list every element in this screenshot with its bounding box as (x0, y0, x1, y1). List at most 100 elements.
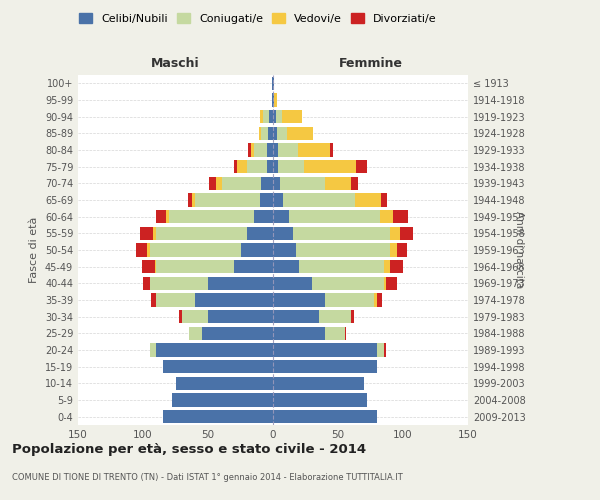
Bar (151, 294, 156, 306)
Bar (278, 144, 298, 156)
Bar (195, 194, 260, 206)
Bar (390, 244, 397, 256)
Bar (377, 344, 383, 356)
Legend: Celibi/Nubili, Coniugati/e, Vedovi/e, Divorziati/e: Celibi/Nubili, Coniugati/e, Vedovi/e, Di… (77, 10, 439, 26)
Bar (241, 244, 273, 256)
Bar (273, 176, 280, 190)
Bar (273, 294, 325, 306)
Bar (273, 110, 275, 124)
Bar (172, 394, 273, 406)
Bar (223, 176, 262, 190)
Bar (247, 160, 266, 173)
Bar (156, 260, 234, 274)
Bar (259, 126, 262, 140)
Bar (195, 294, 273, 306)
Bar (325, 176, 351, 190)
Bar (330, 144, 333, 156)
Bar (273, 94, 274, 106)
Bar (149, 276, 208, 290)
Bar (155, 260, 156, 274)
Bar (176, 376, 273, 390)
Bar (272, 94, 273, 106)
Bar (234, 160, 236, 173)
Bar (356, 160, 367, 173)
Bar (273, 126, 277, 140)
Bar (266, 160, 273, 173)
Bar (319, 310, 351, 324)
Bar (287, 126, 313, 140)
Bar (273, 226, 293, 240)
Bar (273, 260, 299, 274)
Bar (163, 360, 273, 374)
Bar (377, 294, 382, 306)
Bar (136, 244, 147, 256)
Bar (383, 276, 386, 290)
Bar (383, 344, 386, 356)
Bar (156, 344, 273, 356)
Bar (149, 244, 241, 256)
Bar (156, 210, 166, 224)
Bar (273, 144, 278, 156)
Bar (269, 110, 273, 124)
Bar (273, 394, 367, 406)
Bar (182, 310, 208, 324)
Bar (260, 110, 263, 124)
Bar (282, 110, 302, 124)
Bar (273, 310, 319, 324)
Bar (143, 276, 149, 290)
Bar (273, 276, 312, 290)
Bar (209, 176, 216, 190)
Bar (351, 310, 353, 324)
Bar (149, 344, 156, 356)
Bar (390, 226, 400, 240)
Bar (262, 126, 268, 140)
Bar (263, 110, 269, 124)
Bar (273, 160, 278, 173)
Text: COMUNE DI TIONE DI TRENTO (TN) - Dati ISTAT 1° gennaio 2014 - Elaborazione TUTTI: COMUNE DI TIONE DI TRENTO (TN) - Dati IS… (12, 473, 403, 482)
Bar (142, 260, 155, 274)
Bar (383, 260, 390, 274)
Bar (188, 326, 202, 340)
Bar (275, 110, 282, 124)
Bar (193, 194, 195, 206)
Bar (216, 176, 223, 190)
Bar (254, 144, 266, 156)
Bar (293, 226, 390, 240)
Bar (390, 260, 403, 274)
Bar (273, 410, 377, 424)
Bar (325, 326, 344, 340)
Bar (374, 294, 377, 306)
Bar (280, 176, 325, 190)
Bar (283, 194, 355, 206)
Bar (236, 160, 247, 173)
Bar (169, 210, 254, 224)
Bar (273, 344, 377, 356)
Bar (248, 144, 251, 156)
Text: Popolazione per età, sesso e stato civile - 2014: Popolazione per età, sesso e stato civil… (12, 442, 366, 456)
Bar (163, 410, 273, 424)
Y-axis label: Fasce di età: Fasce di età (29, 217, 39, 283)
Bar (400, 226, 413, 240)
Bar (273, 194, 283, 206)
Bar (266, 144, 273, 156)
Bar (344, 326, 346, 340)
Bar (156, 226, 247, 240)
Bar (272, 76, 273, 90)
Bar (289, 210, 380, 224)
Bar (208, 276, 273, 290)
Bar (274, 94, 277, 106)
Bar (260, 194, 273, 206)
Bar (392, 210, 408, 224)
Bar (140, 226, 154, 240)
Bar (262, 176, 273, 190)
Bar (298, 144, 330, 156)
Bar (273, 360, 377, 374)
Bar (147, 244, 149, 256)
Bar (156, 294, 195, 306)
Bar (208, 310, 273, 324)
Text: Femmine: Femmine (338, 57, 403, 70)
Bar (386, 276, 397, 290)
Bar (202, 326, 273, 340)
Bar (247, 226, 273, 240)
Bar (179, 310, 182, 324)
